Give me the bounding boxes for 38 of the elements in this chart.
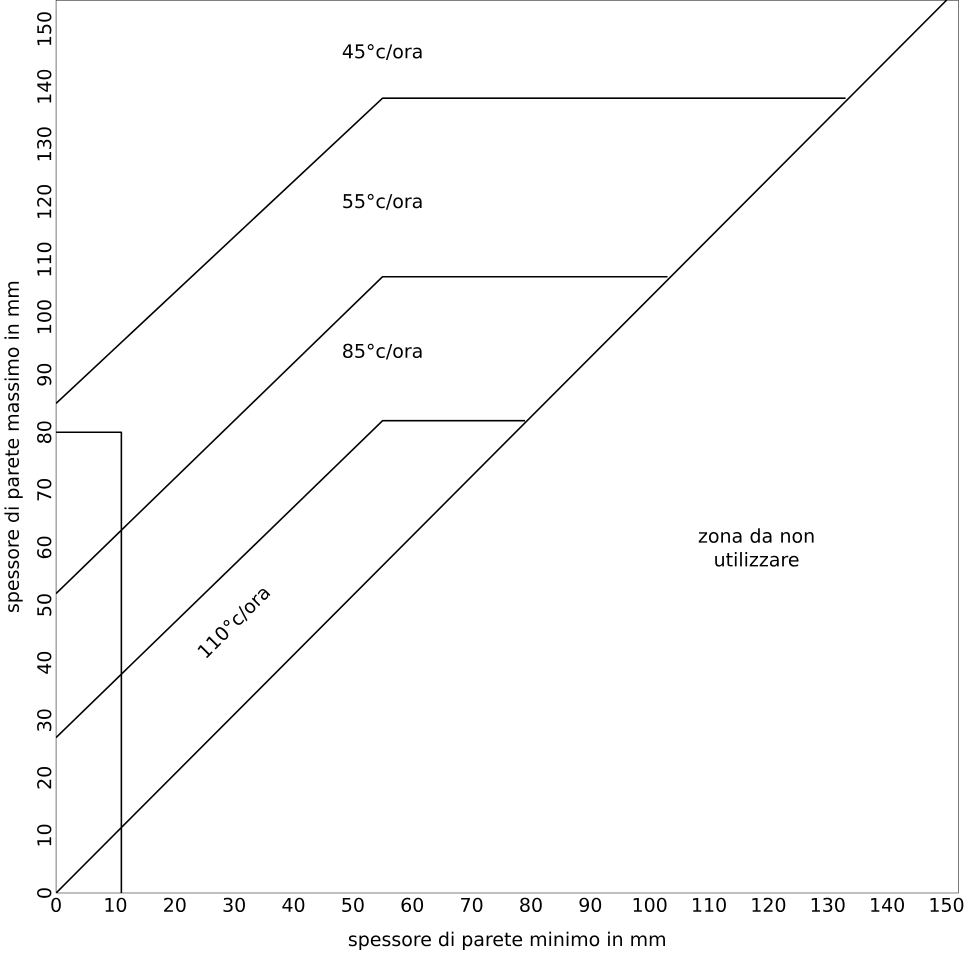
y-tick-label: 70 xyxy=(37,478,52,500)
x-tick-label: 100 xyxy=(634,898,667,912)
y-tick-label: 80 xyxy=(37,421,52,443)
y-tick-label: 20 xyxy=(37,766,52,788)
y-tick-label: 40 xyxy=(37,652,52,674)
x-tick-label: 120 xyxy=(752,898,786,912)
x-tick-label: 0 xyxy=(51,898,61,912)
x-tick-label: 40 xyxy=(282,898,304,912)
x-tick-label: 50 xyxy=(342,898,364,912)
y-tick-label: 130 xyxy=(37,127,52,160)
y-tick-label: 140 xyxy=(37,70,52,102)
x-tick-label: 150 xyxy=(930,898,964,912)
y-tick-label: 150 xyxy=(37,12,52,45)
y-tick-label: 0 xyxy=(37,888,52,898)
x-axis-title: spessore di parete minimo in mm xyxy=(348,931,665,950)
y-tick-label: 90 xyxy=(37,364,52,386)
x-tick-label: 110 xyxy=(693,898,726,912)
y-tick-label: 60 xyxy=(37,536,52,558)
x-tick-label: 140 xyxy=(871,898,904,912)
x-tick-label: 80 xyxy=(520,898,542,912)
annotation: zona da non utilizzare xyxy=(698,528,814,566)
x-tick-label: 10 xyxy=(105,898,126,912)
x-tick-label: 130 xyxy=(812,898,845,912)
annotation: 45°c/ora xyxy=(342,44,422,60)
x-tick-label: 90 xyxy=(579,898,602,912)
y-tick-label: 50 xyxy=(37,594,52,616)
y-tick-label: 110 xyxy=(37,242,52,276)
x-tick-label: 30 xyxy=(224,898,245,912)
annotation: 85°c/ora xyxy=(343,344,422,360)
x-tick-label: 60 xyxy=(402,898,424,912)
annotation: 55°c/ora xyxy=(343,194,422,210)
y-tick-label: 10 xyxy=(37,824,52,846)
x-tick-label: 70 xyxy=(461,898,482,912)
y-tick-label: 30 xyxy=(37,709,52,731)
x-tick-label: 20 xyxy=(164,898,186,912)
y-tick-label: 120 xyxy=(37,184,52,218)
y-tick-label: 100 xyxy=(37,300,52,333)
y-axis-title: spessore di parete massimo in mm xyxy=(4,282,23,612)
